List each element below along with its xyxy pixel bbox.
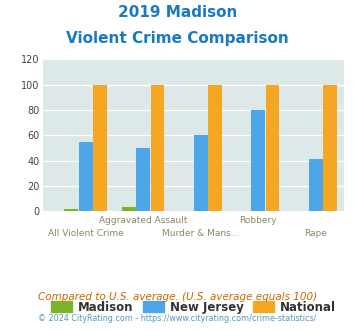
Bar	[93, 85, 107, 211]
Bar	[65, 209, 78, 211]
Bar	[79, 142, 93, 211]
Text: Murder & Mans...: Murder & Mans...	[162, 229, 239, 238]
Bar	[251, 110, 265, 211]
Bar	[266, 85, 279, 211]
Bar	[194, 135, 208, 211]
Text: Robbery: Robbery	[239, 216, 277, 225]
Bar	[136, 148, 150, 211]
Bar	[309, 159, 322, 211]
Bar	[208, 85, 222, 211]
Bar	[323, 85, 337, 211]
Text: © 2024 CityRating.com - https://www.cityrating.com/crime-statistics/: © 2024 CityRating.com - https://www.city…	[38, 314, 317, 323]
Bar	[122, 208, 136, 211]
Legend: Madison, New Jersey, National: Madison, New Jersey, National	[46, 296, 341, 318]
Text: 2019 Madison: 2019 Madison	[118, 5, 237, 20]
Text: Violent Crime Comparison: Violent Crime Comparison	[66, 31, 289, 46]
Bar	[151, 85, 164, 211]
Text: Aggravated Assault: Aggravated Assault	[99, 216, 187, 225]
Text: All Violent Crime: All Violent Crime	[48, 229, 124, 238]
Text: Rape: Rape	[304, 229, 327, 238]
Text: Compared to U.S. average. (U.S. average equals 100): Compared to U.S. average. (U.S. average …	[38, 292, 317, 302]
